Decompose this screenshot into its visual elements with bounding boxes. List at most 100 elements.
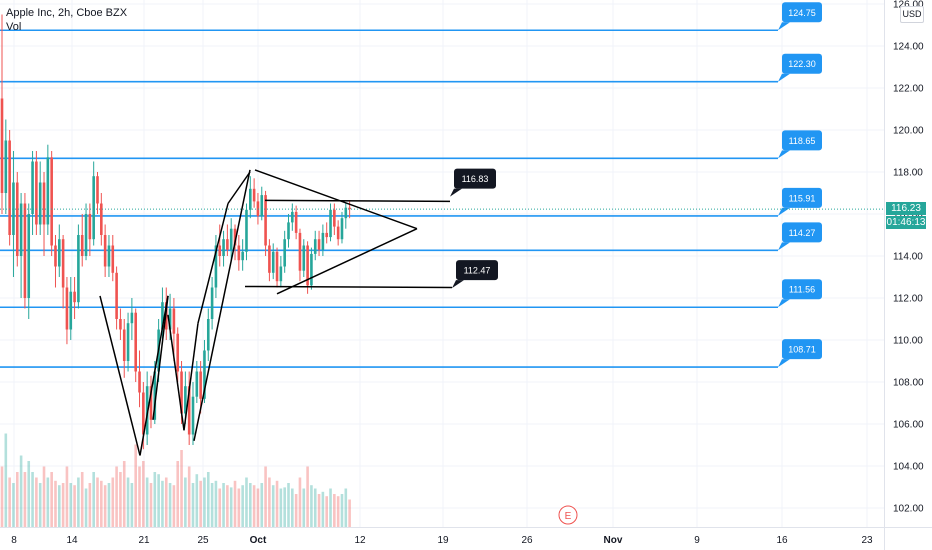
time-axis[interactable]: 8 14 21 25 Oct 12 19 26 Nov 9 16 23: [0, 527, 932, 547]
volume-bar: [111, 477, 115, 527]
trendline[interactable]: [167, 314, 185, 431]
candle-body: [256, 201, 260, 217]
trendline[interactable]: [139, 295, 169, 456]
current-price-tag: 116.23: [886, 202, 926, 215]
candle-body: [23, 203, 27, 298]
volume-bar: [38, 483, 42, 527]
volume-bar: [142, 461, 145, 527]
candle-body: [4, 140, 8, 193]
candle-body: [329, 209, 332, 238]
trendline[interactable]: [244, 285, 453, 289]
trendline[interactable]: [99, 295, 141, 456]
price-tick-label: 118.00: [893, 168, 923, 179]
time-tick-label: Oct: [250, 535, 267, 546]
volume-bar: [153, 472, 157, 527]
volume-bar: [279, 488, 283, 527]
volume-bar: [206, 472, 210, 527]
candle-body: [58, 239, 61, 267]
pattern-callout-label: 116.83: [462, 174, 489, 184]
candle-body: [15, 182, 19, 256]
trendline[interactable]: [152, 295, 169, 420]
level-callout-box[interactable]: [782, 187, 822, 208]
level-callout-box[interactable]: [782, 339, 822, 360]
candle-body: [84, 214, 88, 256]
volume-bar: [260, 483, 264, 527]
price-tick-label: 124.00: [893, 42, 924, 53]
candle-body: [96, 176, 99, 204]
price-tick-label: 102.00: [893, 504, 924, 515]
pattern-callout-box[interactable]: [456, 260, 498, 281]
volume-bar: [344, 488, 348, 527]
level-callout-box[interactable]: [782, 2, 822, 23]
volume-bar: [134, 444, 137, 527]
volume-bar: [214, 480, 218, 527]
candle-body: [325, 232, 328, 238]
candle-body: [237, 245, 241, 261]
level-callout-box[interactable]: [782, 279, 822, 300]
volume-bar: [149, 483, 153, 527]
trendline-drawings[interactable]: [99, 169, 453, 456]
volume-bar: [31, 472, 34, 527]
trendline[interactable]: [276, 228, 418, 295]
earnings-marker[interactable]: E: [558, 505, 578, 525]
volume-bar: [271, 485, 275, 527]
price-callouts[interactable]: 116.83 112.47: [450, 168, 498, 289]
volume-label[interactable]: Vol: [6, 21, 22, 33]
level-callout-pointer: [778, 242, 790, 251]
candle-body: [283, 239, 286, 267]
grid: [0, 0, 884, 527]
volume-bar: [195, 474, 199, 527]
volume-bar: [92, 472, 95, 527]
candle-body: [12, 182, 15, 235]
earnings-circle[interactable]: [558, 505, 578, 525]
level-callout-box[interactable]: [782, 222, 822, 243]
price-tick-label: 112.00: [893, 294, 923, 305]
candle-body: [348, 207, 351, 210]
candle-body: [61, 239, 65, 288]
volume-bar: [172, 485, 176, 527]
volume-bar: [119, 472, 122, 527]
volume-bar: [107, 483, 111, 527]
candles: [0, 14, 884, 450]
volume-bar: [283, 487, 286, 527]
volume-bar: [264, 466, 267, 527]
candle-body: [287, 222, 290, 240]
level-callout-pointer: [778, 299, 790, 308]
candle-body: [195, 371, 199, 397]
trendline[interactable]: [197, 203, 229, 324]
trendline[interactable]: [254, 169, 418, 230]
price-axis[interactable]: 102.00 104.00 106.00 108.00 110.00 112.00 114.…: [884, 0, 925, 550]
pattern-callout-label: 112.47: [464, 266, 491, 276]
candle-body: [180, 371, 183, 414]
candle-body: [115, 272, 118, 319]
volume-bar: [241, 485, 244, 527]
currency-button[interactable]: USD: [900, 6, 924, 23]
level-callout-label: 122.30: [788, 59, 816, 69]
trendline[interactable]: [227, 171, 251, 204]
candle-body: [107, 245, 111, 267]
volume-bar: [157, 474, 160, 527]
horizontal-levels[interactable]: 124.75 122.30 118.65 115.91 114.27 111.56 108.…: [0, 2, 822, 368]
candle-body: [310, 253, 313, 286]
level-callout-box[interactable]: [782, 130, 822, 151]
volume-bars: [0, 433, 351, 527]
candle-body: [206, 319, 210, 351]
pattern-callout-box[interactable]: [454, 168, 496, 189]
trendline[interactable]: [183, 323, 199, 431]
candle-body: [344, 207, 348, 219]
candle-body: [187, 386, 191, 435]
trendline[interactable]: [193, 169, 251, 441]
time-tick-label: 26: [521, 535, 533, 546]
level-callout-label: 114.27: [789, 228, 816, 238]
level-callout-box[interactable]: [782, 53, 822, 74]
trendline[interactable]: [264, 199, 451, 203]
volume-bar: [191, 483, 195, 527]
candle-body: [229, 228, 233, 250]
candle-body: [176, 333, 180, 372]
volume-bar: [249, 483, 252, 527]
volume-bar: [145, 477, 149, 527]
symbol-title[interactable]: Apple Inc, 2h, Cboe BZX: [6, 7, 128, 19]
volume-bar: [302, 488, 306, 527]
